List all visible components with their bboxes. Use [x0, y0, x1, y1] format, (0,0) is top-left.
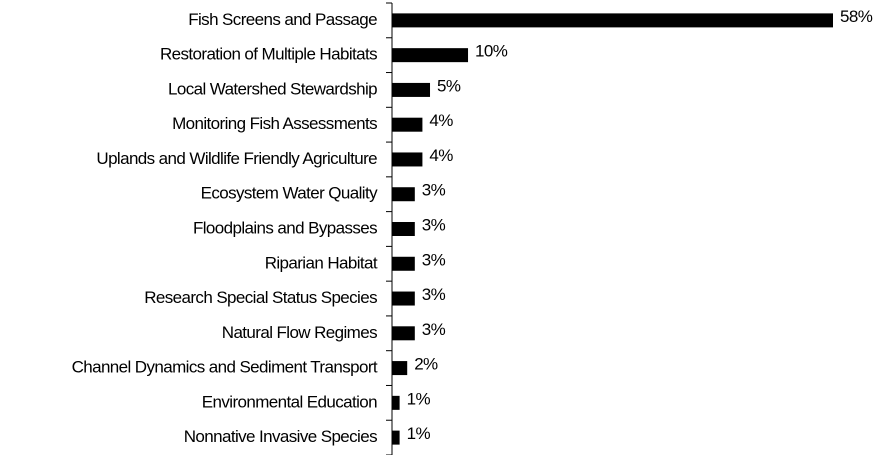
value-label: 3%: [422, 250, 446, 269]
bar: [392, 430, 400, 445]
bar: [392, 256, 415, 271]
bar: [392, 326, 415, 341]
value-label: 3%: [422, 320, 446, 339]
bar: [392, 361, 408, 376]
category-label: Restoration of Multiple Habitats: [160, 45, 377, 64]
category-label: Riparian Habitat: [265, 253, 378, 272]
bar: [392, 187, 415, 202]
category-label: Floodplains and Bypasses: [193, 218, 377, 237]
category-label: Local Watershed Stewardship: [168, 79, 377, 98]
value-label: 10%: [475, 42, 508, 61]
category-label: Natural Flow Regimes: [222, 323, 377, 342]
value-label: 5%: [437, 76, 461, 95]
value-label: 3%: [422, 285, 446, 304]
category-label: Ecosystem Water Quality: [201, 184, 378, 203]
category-label: Research Special Status Species: [144, 288, 377, 307]
value-label: 3%: [422, 181, 446, 200]
bar: [392, 222, 415, 236]
category-label: Environmental Education: [202, 392, 377, 411]
value-label: 4%: [429, 146, 453, 165]
category-label: Fish Screens and Passage: [188, 10, 377, 29]
category-label: Monitoring Fish Assessments: [172, 114, 377, 133]
value-label: 58%: [840, 7, 873, 26]
category-label: Channel Dynamics and Sediment Transport: [72, 358, 378, 377]
value-label: 3%: [422, 215, 446, 234]
value-label: 1%: [407, 389, 431, 408]
bar: [392, 291, 415, 306]
bar: [392, 395, 400, 410]
category-label: Nonnative Invasive Species: [184, 427, 377, 446]
bar: [392, 82, 431, 97]
bar: [392, 152, 423, 167]
value-label: 2%: [414, 355, 438, 374]
bar: [392, 117, 423, 132]
bar: [392, 48, 469, 63]
category-label: Uplands and Wildlife Friendly Agricultur…: [96, 149, 377, 168]
bar: [392, 13, 833, 28]
value-label: 4%: [429, 111, 453, 130]
value-label: 1%: [407, 424, 431, 443]
